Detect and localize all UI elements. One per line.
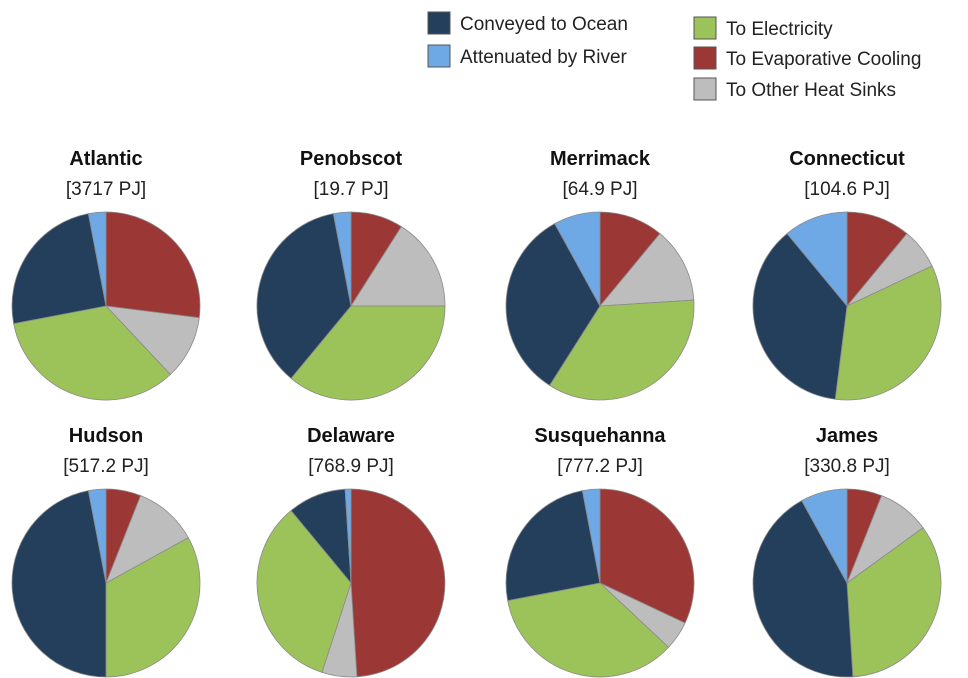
pie-slice-electricity [846, 527, 942, 678]
pie-delaware: Delaware [768.9 PJ] [256, 425, 446, 678]
legend-label-river: Attenuated by River [460, 47, 628, 68]
legend-label-ocean: Conveyed to Ocean [460, 14, 628, 35]
pie-title: Penobscot [300, 148, 403, 170]
legend-item-ocean: Conveyed to Ocean [427, 11, 628, 35]
legend-swatch-electricity [693, 16, 717, 40]
legend-swatch-evaporative [693, 46, 717, 70]
pie-slice-other [599, 233, 695, 307]
legend-label-other: To Other Heat Sinks [726, 80, 896, 101]
pie-slice-electricity [834, 265, 942, 401]
pie-slice-other [104, 305, 200, 376]
pie-connecticut: Connecticut [104.6 PJ] [752, 148, 942, 401]
pie-slice-river [581, 488, 601, 584]
pie-slice-ocean [752, 233, 848, 400]
legend-item-electricity: To Electricity [693, 16, 833, 40]
pie-merrimack: Merrimack [64.9 PJ] [505, 148, 695, 401]
pie-slice-ocean [505, 490, 601, 602]
legend-item-river: Attenuated by River [427, 44, 628, 68]
pie-slice-river [801, 488, 848, 584]
pie-slice-river [344, 488, 352, 584]
pie-total: [768.9 PJ] [308, 456, 394, 477]
pie-slice-ocean [11, 213, 107, 325]
pie-hudson: Hudson [517.2 PJ] [11, 425, 201, 678]
pie-slice-evaporative [105, 211, 201, 319]
pie-title: James [816, 425, 878, 447]
pie-total: [64.9 PJ] [563, 179, 638, 200]
pie-penobscot: Penobscot [19.7 PJ] [256, 148, 446, 401]
pie-slice-evaporative [599, 211, 661, 308]
pie-james: James [330.8 PJ] [752, 425, 942, 678]
pie-slice-electricity [13, 305, 171, 401]
pie-slice-electricity [549, 299, 695, 401]
pie-total: [3717 PJ] [66, 179, 146, 200]
legend-item-evaporative: To Evaporative Cooling [693, 46, 921, 70]
pie-slice-river [554, 211, 601, 307]
pie-slice-electricity [105, 537, 201, 678]
pie-slice-electricity [507, 582, 670, 678]
pie-title: Delaware [307, 425, 395, 447]
pie-title: Susquehanna [534, 425, 666, 447]
pie-slice-other [350, 226, 446, 307]
pie-total: [517.2 PJ] [63, 456, 149, 477]
legend-item-other: To Other Heat Sinks [693, 77, 896, 101]
legend-swatch-river [427, 44, 451, 68]
legend-label-electricity: To Electricity [726, 19, 833, 40]
pie-slice-ocean [11, 490, 107, 678]
pie-atlantic: Atlantic [3717 PJ] [11, 148, 201, 401]
pie-total: [777.2 PJ] [557, 456, 643, 477]
pie-slice-evaporative [846, 211, 908, 308]
pie-title: Merrimack [550, 148, 651, 170]
pie-title: Connecticut [789, 148, 905, 170]
pie-slice-electricity [256, 510, 352, 673]
pie-slice-river [786, 211, 848, 308]
legend-swatch-other [693, 77, 717, 101]
pie-total: [19.7 PJ] [314, 179, 389, 200]
pie-total: [330.8 PJ] [804, 456, 890, 477]
legend: Conveyed to Ocean Attenuated by River To E… [427, 11, 921, 101]
pie-slice-river [87, 488, 107, 584]
pie-grid: Atlantic [3717 PJ] Penobscot [19.7 PJ] Merri… [11, 148, 942, 678]
pie-slice-electricity [290, 305, 446, 401]
pie-title: Atlantic [69, 148, 142, 170]
legend-swatch-ocean [427, 11, 451, 35]
legend-label-evaporative: To Evaporative Cooling [726, 49, 921, 70]
pie-title: Hudson [69, 425, 143, 447]
pie-total: [104.6 PJ] [804, 179, 890, 200]
pie-slice-evaporative [599, 488, 695, 624]
pie-slice-evaporative [350, 488, 446, 678]
pie-slice-river [332, 211, 352, 307]
pie-susquehanna: Susquehanna [777.2 PJ] [505, 425, 695, 678]
pie-slice-river [87, 211, 107, 307]
pie-slice-other [105, 495, 189, 584]
pie-slice-ocean [256, 213, 352, 379]
pie-slice-ocean [752, 500, 854, 678]
